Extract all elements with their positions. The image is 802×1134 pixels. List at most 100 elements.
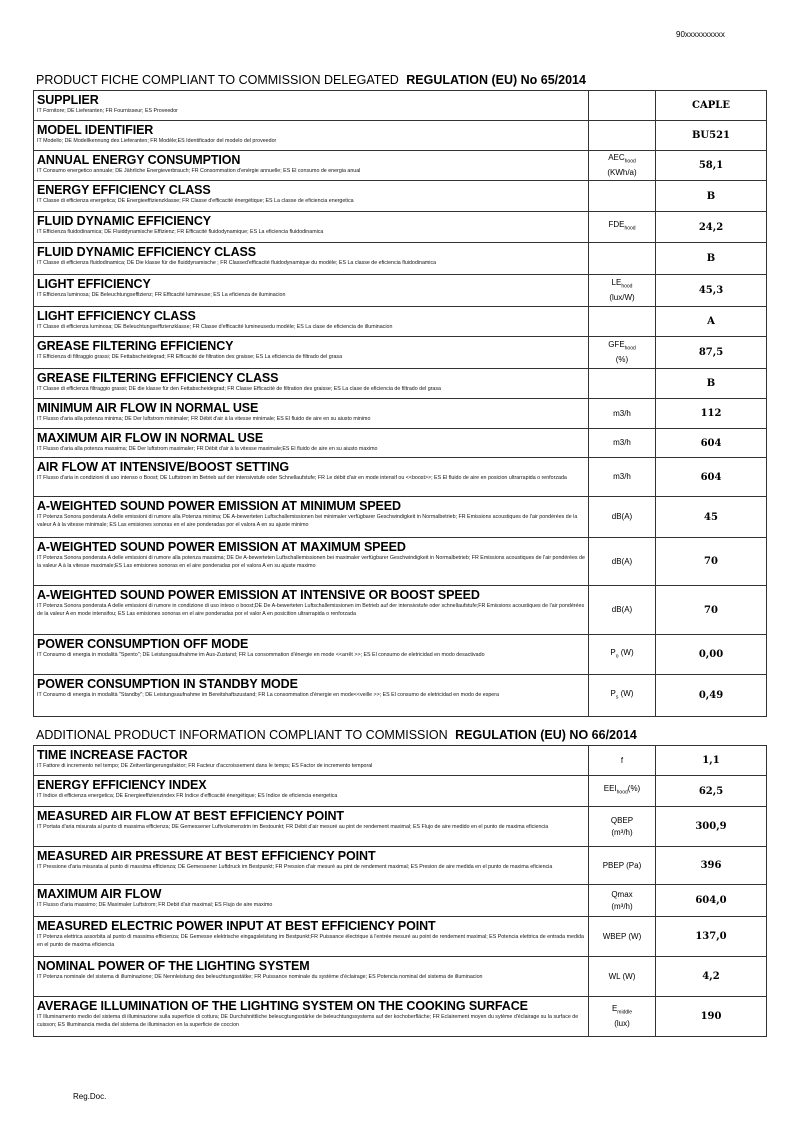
row-value: B: [655, 368, 767, 399]
row-value: A: [655, 306, 767, 337]
row-heading: ENERGY EFFICIENCY INDEX: [37, 778, 207, 792]
unit-measure: (KWh/a): [607, 168, 637, 178]
row-label-cell: MAXIMUM AIR FLOW IN NORMAL USE IT Flusso …: [33, 428, 589, 458]
row-translations: IT Efficienza fluidodinamica; DE Fluiddy…: [37, 229, 324, 235]
row-heading: ANNUAL ENERGY CONSUMPTION: [37, 153, 241, 167]
unit-text: dB(A): [611, 512, 633, 521]
row-label-cell: GREASE FILTERING EFFICIENCY CLASS IT Clas…: [33, 368, 589, 399]
unit-subscript: hood: [621, 283, 633, 290]
table-row: FLUID DYNAMIC EFFICIENCY IT Efficienza fl…: [33, 211, 767, 243]
table-row: A-WEIGHTED SOUND POWER EMISSION AT MAXIM…: [33, 537, 767, 586]
table-row: MAXIMUM AIR FLOW IT Flusso d'aria massimo…: [33, 884, 767, 917]
row-translations: IT Consumo di energia in modalità "Stand…: [37, 692, 499, 698]
row-heading: GREASE FILTERING EFFICIENCY CLASS: [37, 371, 279, 385]
unit-text: E: [611, 1003, 618, 1013]
row-value: B: [655, 180, 767, 212]
unit-text: dB(A): [611, 605, 633, 614]
row-value: 45,3: [655, 274, 767, 307]
table-row: MEASURED AIR FLOW AT BEST EFFICIENCY POI…: [33, 806, 767, 847]
table-row: MEASURED ELECTRIC POWER INPUT AT BEST EF…: [33, 916, 767, 957]
row-label-cell: GREASE FILTERING EFFICIENCY IT Efficienza…: [33, 336, 589, 369]
unit-suffix: (W): [618, 688, 634, 698]
unit-text: m3/h: [613, 438, 631, 447]
table-row: SUPPLIER IT Fornitore; DE Lieferanten; FR…: [33, 90, 767, 121]
section1-title: PRODUCT FICHE COMPLIANT TO COMMISSION DE…: [36, 73, 586, 87]
unit-text: P: [610, 688, 616, 698]
row-unit-cell: QBEP (m³/h): [588, 806, 656, 847]
row-translations: IT Pressione d'aria misurata al punto di…: [37, 864, 553, 870]
unit-text: m3/h: [613, 472, 631, 481]
row-heading: MAXIMUM AIR FLOW: [37, 887, 162, 901]
row-translations: IT Efficienza di filtraggio grassi; DE F…: [37, 354, 343, 360]
unit-measure: (%): [615, 355, 629, 365]
row-value: 4,2: [655, 956, 767, 997]
unit-subscript: hood: [624, 225, 636, 232]
table-row: MEASURED AIR PRESSURE AT BEST EFFICIENCY…: [33, 846, 767, 885]
table-row: A-WEIGHTED SOUND POWER EMISSION AT MINIM…: [33, 496, 767, 538]
row-label-cell: ANNUAL ENERGY CONSUMPTION IT Consumo ener…: [33, 150, 589, 181]
table-row: GREASE FILTERING EFFICIENCY IT Efficienza…: [33, 336, 767, 369]
row-unit-cell: Qmax (m³/h): [588, 884, 656, 917]
row-value: 0,49: [655, 674, 767, 717]
table-row: LIGHT EFFICIENCY IT Efficienza luminosa; …: [33, 274, 767, 307]
unit-subscript: hood: [616, 789, 628, 796]
row-heading: MODEL IDENTIFIER: [37, 123, 154, 137]
row-label-cell: SUPPLIER IT Fornitore; DE Lieferanten; FR…: [33, 90, 589, 121]
row-value: 45: [655, 496, 767, 538]
row-translations: IT Flusso d'aria in condizioni di uso in…: [37, 475, 567, 481]
unit-measure: (m³/h): [611, 901, 633, 911]
row-unit-cell: WBEP (W): [588, 916, 656, 957]
row-label-cell: LIGHT EFFICIENCY IT Efficienza luminosa; …: [33, 274, 589, 307]
table-row: POWER CONSUMPTION OFF MODE IT Consumo di …: [33, 634, 767, 675]
row-label-cell: AIR FLOW AT INTENSIVE/BOOST SETTING IT Fl…: [33, 457, 589, 497]
section2-title: ADDITIONAL PRODUCT INFORMATION COMPLIANT…: [36, 728, 637, 742]
row-value: CAPLE: [655, 90, 767, 121]
document-number: 90xxxxxxxxxx: [676, 30, 725, 39]
section2-title-regulation: REGULATION (EU) NO 66/2014: [455, 728, 637, 742]
row-value: 87,5: [655, 336, 767, 369]
table-row: ENERGY EFFICIENCY CLASS IT Classe di effi…: [33, 180, 767, 212]
row-translations: IT Potenza Sonora ponderata A delle emis…: [37, 603, 585, 617]
row-value: B: [655, 242, 767, 275]
row-value: 1,1: [655, 745, 767, 776]
row-translations: IT Indice di efficienza energetica; DE E…: [37, 793, 338, 799]
row-value: 0,00: [655, 634, 767, 675]
unit-text: Qmax: [611, 889, 633, 899]
reg-doc-label: Reg.Doc.: [73, 1092, 107, 1101]
row-label-cell: ENERGY EFFICIENCY INDEX IT Indice di effi…: [33, 775, 589, 807]
row-value: 137,0: [655, 916, 767, 957]
row-label-cell: A-WEIGHTED SOUND POWER EMISSION AT MAXIM…: [33, 537, 589, 586]
unit-measure: (lux/W): [609, 293, 635, 303]
row-unit-cell: LEhood (lux/W): [588, 274, 656, 307]
row-unit-cell: FDEhood: [588, 211, 656, 243]
row-value: BU521: [655, 120, 767, 151]
row-heading: POWER CONSUMPTION OFF MODE: [37, 637, 249, 651]
unit-suffix: (W): [618, 647, 634, 657]
row-heading: MEASURED ELECTRIC POWER INPUT AT BEST EF…: [37, 919, 436, 933]
row-unit-cell: dB(A): [588, 585, 656, 635]
unit-text: f: [620, 755, 624, 765]
row-unit-cell: dB(A): [588, 537, 656, 586]
section1-table: SUPPLIER IT Fornitore; DE Lieferanten; FR…: [33, 90, 767, 717]
table-row: AIR FLOW AT INTENSIVE/BOOST SETTING IT Fl…: [33, 457, 767, 497]
table-row: MODEL IDENTIFIER IT Modello; DE Modellken…: [33, 120, 767, 151]
table-row: POWER CONSUMPTION IN STANDBY MODE IT Cons…: [33, 674, 767, 717]
row-unit-cell: WL (W): [588, 956, 656, 997]
unit-measure: (lux): [614, 1019, 630, 1029]
table-row: TIME INCREASE FACTOR IT Fattore di increm…: [33, 745, 767, 776]
row-heading: TIME INCREASE FACTOR: [37, 748, 188, 762]
row-unit-cell: [588, 242, 656, 275]
unit-subscript: hood: [624, 158, 636, 165]
row-heading: LIGHT EFFICIENCY: [37, 277, 151, 291]
row-translations: IT Potenza elettrica assorbita al punto …: [37, 934, 584, 948]
row-translations: IT Efficienza luminosa; DE Beleuchtungse…: [37, 292, 286, 298]
row-translations: IT Consumo di energia in modalità "Spent…: [37, 652, 485, 658]
row-heading: A-WEIGHTED SOUND POWER EMISSION AT MAXIM…: [37, 540, 406, 554]
row-unit-cell: dB(A): [588, 496, 656, 538]
row-translations: IT Classe di efficienza energetica; DE E…: [37, 198, 354, 204]
row-translations: IT Modello; DE Modellkennung des Liefera…: [37, 138, 277, 144]
unit-text: AEC: [608, 152, 625, 162]
unit-subscript: middle: [617, 1009, 633, 1016]
row-value: 604: [655, 457, 767, 497]
row-label-cell: LIGHT EFFICIENCY CLASS IT Classe di effic…: [33, 306, 589, 337]
